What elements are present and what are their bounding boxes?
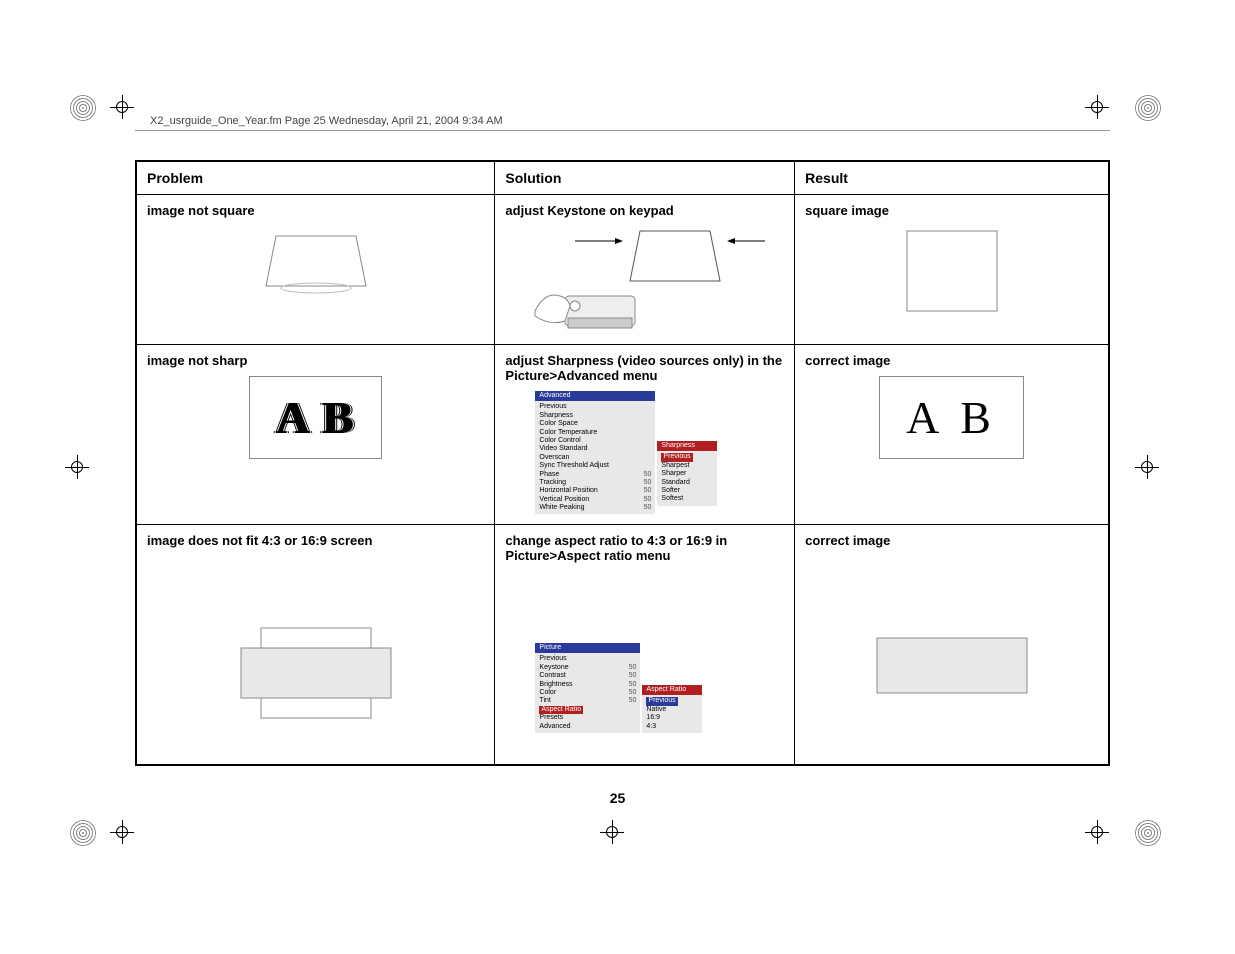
sharp-ab-box: A B bbox=[879, 376, 1024, 459]
crop-circle bbox=[1135, 820, 1161, 846]
problem-heading: image does not fit 4:3 or 16:9 screen bbox=[147, 533, 484, 548]
crop-target bbox=[1085, 820, 1109, 844]
menu-value: 50 bbox=[644, 496, 652, 504]
sharpness-submenu-mock: Sharpness Previous Sharpest Sharper Stan… bbox=[657, 441, 717, 506]
crop-target bbox=[1085, 95, 1109, 119]
projector-keystone-icon bbox=[520, 226, 770, 336]
submenu-item: Softest bbox=[661, 495, 683, 503]
aspect-submenu-title: Aspect Ratio bbox=[642, 685, 702, 695]
menu-item: Color Space bbox=[539, 420, 578, 428]
menu-item: Previous bbox=[539, 655, 566, 663]
menu-item: Sync Threshold Adjust bbox=[539, 462, 609, 470]
menu-value: 50 bbox=[644, 479, 652, 487]
submenu-item: Sharpest bbox=[661, 462, 689, 470]
problem-heading: image not sharp bbox=[147, 353, 484, 368]
submenu-item: 4:3 bbox=[646, 723, 656, 731]
menu-item: Horizontal Position bbox=[539, 487, 597, 495]
picture-menu-title: Picture bbox=[535, 643, 640, 653]
menu-item: Color bbox=[539, 689, 556, 697]
doc-header: X2_usrguide_One_Year.fm Page 25 Wednesda… bbox=[150, 115, 503, 127]
menu-value: 50 bbox=[629, 664, 637, 672]
submenu-item: Sharper bbox=[661, 470, 686, 478]
menu-item: Overscan bbox=[539, 454, 569, 462]
advanced-menu-mock: Advanced Previous Sharpness Color Space … bbox=[535, 391, 655, 514]
page-number: 25 bbox=[0, 790, 1235, 806]
menu-item: Vertical Position bbox=[539, 496, 589, 504]
col-header-problem: Problem bbox=[137, 162, 495, 195]
wide-rect-icon bbox=[867, 628, 1037, 708]
menu-value: 50 bbox=[629, 689, 637, 697]
crop-target bbox=[110, 820, 134, 844]
submenu-item: 16:9 bbox=[646, 714, 660, 722]
menu-item: Advanced bbox=[539, 723, 570, 731]
menu-value: 50 bbox=[644, 504, 652, 512]
crop-circle bbox=[70, 95, 96, 121]
menu-item: Brightness bbox=[539, 681, 572, 689]
aspect-submenu-mock: Aspect Ratio Previous Native 16:9 4:3 bbox=[642, 685, 702, 733]
blurry-ab-box: A B bbox=[249, 376, 382, 459]
problem-heading: image not square bbox=[147, 203, 484, 218]
crop-target bbox=[1135, 455, 1159, 479]
menu-item: Previous bbox=[539, 403, 566, 411]
crop-circle bbox=[70, 820, 96, 846]
solution-heading: change aspect ratio to 4:3 or 16:9 in Pi… bbox=[505, 533, 784, 563]
menu-value: 50 bbox=[629, 672, 637, 680]
menu-item: Keystone bbox=[539, 664, 568, 672]
menu-item: Tracking bbox=[539, 479, 566, 487]
menu-value: 50 bbox=[644, 471, 652, 479]
col-header-result: Result bbox=[795, 162, 1109, 195]
solution-heading: adjust Keystone on keypad bbox=[505, 203, 784, 218]
menu-item: Tint bbox=[539, 697, 550, 705]
trapezoid-icon bbox=[256, 226, 376, 296]
result-heading: correct image bbox=[805, 353, 1098, 368]
menu-value: 50 bbox=[629, 697, 637, 705]
picture-menu-mock: Picture Previous Keystone 50 Contrast 50 B… bbox=[535, 643, 640, 733]
menu-item: Phase bbox=[539, 471, 559, 479]
crop-target bbox=[600, 820, 624, 844]
submenu-item: Standard bbox=[661, 479, 689, 487]
menu-item: Color Temperature bbox=[539, 429, 597, 437]
aspect-mismatch-icon bbox=[231, 618, 401, 728]
menu-value: 50 bbox=[644, 487, 652, 495]
sharp-ab-text: A B bbox=[906, 392, 997, 443]
result-heading: square image bbox=[805, 203, 1098, 218]
submenu-item: Softer bbox=[661, 487, 680, 495]
submenu-item: Previous bbox=[661, 453, 692, 461]
crop-target bbox=[110, 95, 134, 119]
submenu-item: Native bbox=[646, 706, 666, 714]
solution-heading: adjust Sharpness (video sources only) in… bbox=[505, 353, 784, 383]
submenu-item: Previous bbox=[646, 697, 677, 705]
advanced-menu-title: Advanced bbox=[535, 391, 655, 401]
menu-item: Sharpness bbox=[539, 412, 572, 420]
blurry-ab-text: A B bbox=[276, 392, 355, 443]
menu-value: 50 bbox=[629, 681, 637, 689]
table-row: image not sharp A B adjust Sharpness (vi… bbox=[137, 345, 1109, 525]
header-rule bbox=[135, 130, 1110, 131]
menu-item: White Peaking bbox=[539, 504, 584, 512]
col-header-solution: Solution bbox=[495, 162, 795, 195]
crop-circle bbox=[1135, 95, 1161, 121]
menu-item-highlight: Aspect Ratio bbox=[539, 706, 583, 714]
square-icon bbox=[897, 226, 1007, 316]
menu-item: Color Control bbox=[539, 437, 580, 445]
table-row: image not square adjust Keystone on keyp… bbox=[137, 195, 1109, 345]
crop-target bbox=[65, 455, 89, 479]
troubleshooting-table: Problem Solution Result image not square… bbox=[135, 160, 1110, 766]
sharpness-submenu-title: Sharpness bbox=[657, 441, 717, 451]
result-heading: correct image bbox=[805, 533, 1098, 548]
menu-item: Contrast bbox=[539, 672, 565, 680]
menu-item: Presets bbox=[539, 714, 563, 722]
table-row: image does not fit 4:3 or 16:9 screen ch… bbox=[137, 525, 1109, 765]
menu-item: Video Standard bbox=[539, 445, 587, 453]
